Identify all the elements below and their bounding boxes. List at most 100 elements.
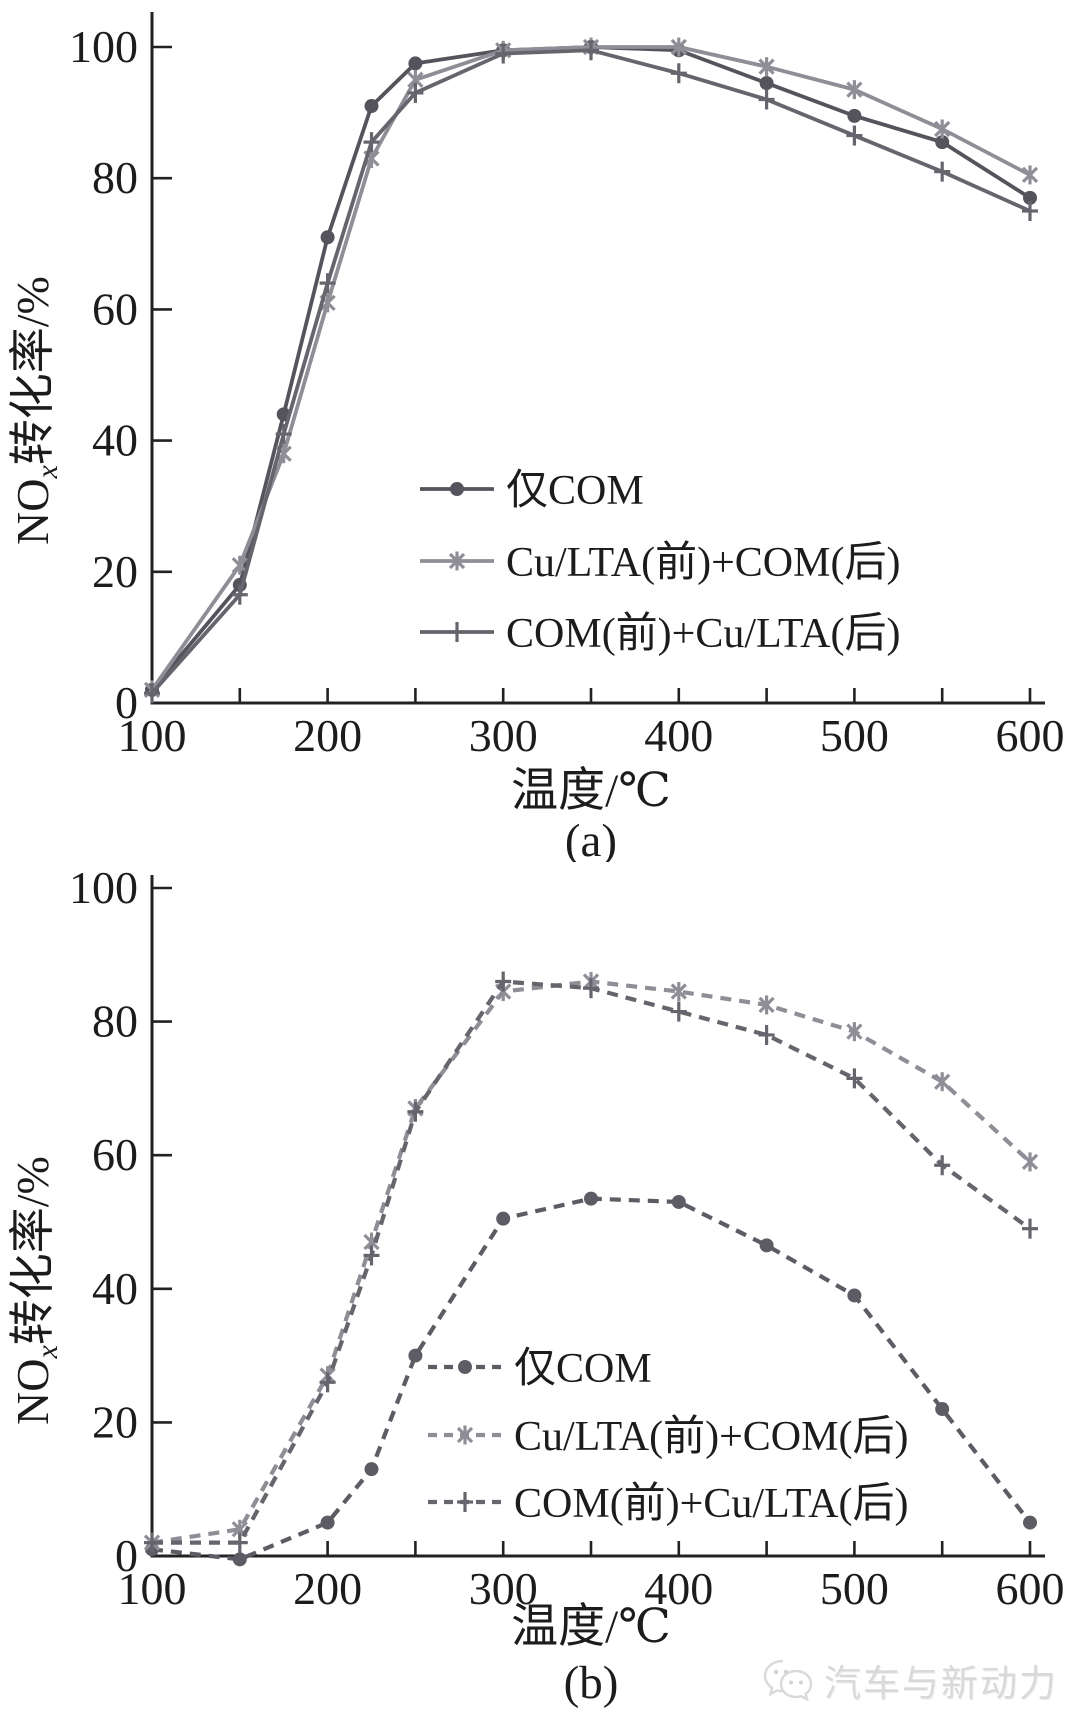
legend-marker xyxy=(456,1425,474,1445)
marker-circle xyxy=(759,1238,774,1253)
data-point xyxy=(846,1022,863,1042)
x-tick-label: 500 xyxy=(820,1563,889,1614)
data-point xyxy=(275,424,292,445)
data-point xyxy=(1022,201,1038,221)
data-point xyxy=(1023,190,1037,205)
marker-circle xyxy=(847,108,862,123)
data-point xyxy=(1023,1515,1037,1530)
data-point xyxy=(670,982,687,1002)
data-point xyxy=(584,1191,598,1206)
y-tick-label: 100 xyxy=(69,21,138,72)
y-axis-title-text: NOx转化率/% xyxy=(7,276,64,545)
data-point xyxy=(670,1001,687,1022)
data-point xyxy=(495,43,512,64)
legend-item-1: Cu/LTA(前)+COM(后) xyxy=(420,540,900,586)
data-point xyxy=(1022,1218,1038,1239)
data-point xyxy=(408,1348,423,1363)
x-tick-label: 400 xyxy=(644,710,713,761)
y-tick-label: 60 xyxy=(92,283,138,334)
marker-circle xyxy=(458,1360,472,1374)
data-point xyxy=(758,995,775,1015)
data-point xyxy=(846,1068,863,1089)
y-axis-title: NOx转化率/% xyxy=(7,276,64,545)
legend-marker xyxy=(457,1492,473,1512)
data-point xyxy=(319,1372,336,1393)
y-axis-title-text: NOx转化率/% xyxy=(7,1156,64,1425)
watermark-text: 汽车与新动力 xyxy=(824,1664,1058,1705)
legend: 仅COM Cu/LTA(前)+COM(后) COM(前)+Cu/LTA(后) xyxy=(428,1346,908,1527)
data-point xyxy=(934,1155,951,1176)
legend-label: 仅COM xyxy=(514,1346,652,1392)
marker-circle xyxy=(408,56,423,71)
y-tick-label: 20 xyxy=(92,546,138,597)
legend-label: COM(前)+Cu/LTA(后) xyxy=(514,1481,908,1527)
marker-circle xyxy=(364,1462,379,1477)
series-line-0 xyxy=(151,1196,1032,1562)
data-point xyxy=(670,63,687,84)
series-line-0 xyxy=(150,45,1032,692)
legend-item-1: Cu/LTA(前)+COM(后) xyxy=(428,1414,908,1460)
data-point xyxy=(847,108,862,123)
data-point xyxy=(758,1024,775,1045)
wechat-icon xyxy=(763,1659,813,1702)
data-point xyxy=(846,80,863,100)
legend-item-0: 仅COM xyxy=(420,468,644,514)
data-point xyxy=(934,1072,951,1092)
marker-circle xyxy=(364,99,379,114)
data-point xyxy=(319,273,336,294)
x-tick-label: 100 xyxy=(118,710,187,761)
data-point xyxy=(144,1532,160,1553)
marker-circle xyxy=(935,135,950,150)
data-point xyxy=(934,161,951,182)
legend: 仅COM Cu/LTA(前)+COM(后) COM(前)+Cu/LTA(后) xyxy=(420,468,900,657)
legend-marker xyxy=(449,622,465,642)
data-point xyxy=(583,40,599,61)
data-point xyxy=(671,1194,686,1209)
legend-label: Cu/LTA(前)+COM(后) xyxy=(514,1414,908,1460)
panel-label: (a) xyxy=(565,815,617,862)
marker-circle xyxy=(1023,1515,1037,1530)
data-point xyxy=(231,584,248,605)
x-axis-title: 温度/℃ xyxy=(511,1601,671,1653)
legend-marker xyxy=(458,1360,472,1374)
marker-circle xyxy=(320,1515,335,1530)
series-markers-0 xyxy=(145,40,1037,697)
y-tick-label: 40 xyxy=(92,1263,138,1314)
data-point xyxy=(935,135,950,150)
y-tick-label: 40 xyxy=(92,415,138,466)
marker-circle xyxy=(496,1211,511,1226)
x-tick-label: 500 xyxy=(820,710,889,761)
series-line-1 xyxy=(151,979,1032,1545)
series-line-1 xyxy=(150,45,1031,691)
data-point xyxy=(846,125,863,146)
series-markers-0 xyxy=(145,1191,1037,1567)
legend-marker xyxy=(448,551,466,571)
data-point xyxy=(407,82,424,103)
y-axis-title: NOx转化率/% xyxy=(7,1156,64,1425)
marker-circle xyxy=(935,1402,950,1417)
marker-circle xyxy=(408,1348,423,1363)
data-point xyxy=(934,119,951,139)
data-point xyxy=(320,230,335,245)
data-point xyxy=(758,89,775,110)
data-point xyxy=(144,683,160,704)
y-tick-label: 60 xyxy=(92,1129,138,1180)
legend-label: COM(前)+Cu/LTA(后) xyxy=(506,611,900,657)
data-point xyxy=(232,1552,247,1567)
data-point xyxy=(1021,165,1039,185)
series-line-2 xyxy=(150,48,1031,695)
marker-circle xyxy=(232,1552,247,1567)
data-point xyxy=(847,1288,862,1303)
data-point xyxy=(363,132,380,153)
data-point xyxy=(759,76,774,91)
chart-a-canvas: 0 20 40 60 80 100 100 200 300 400 500 600 NOx转化率/% 仅C… xyxy=(7,12,1065,862)
x-tick-label: 600 xyxy=(996,1563,1065,1614)
marker-circle xyxy=(450,482,464,496)
y-tick-label: 80 xyxy=(92,152,138,203)
series-markers-2 xyxy=(144,971,1038,1553)
marker-circle xyxy=(759,76,774,91)
series-markers-2 xyxy=(144,40,1038,704)
data-point xyxy=(496,1211,511,1226)
marker-circle xyxy=(584,1191,598,1206)
